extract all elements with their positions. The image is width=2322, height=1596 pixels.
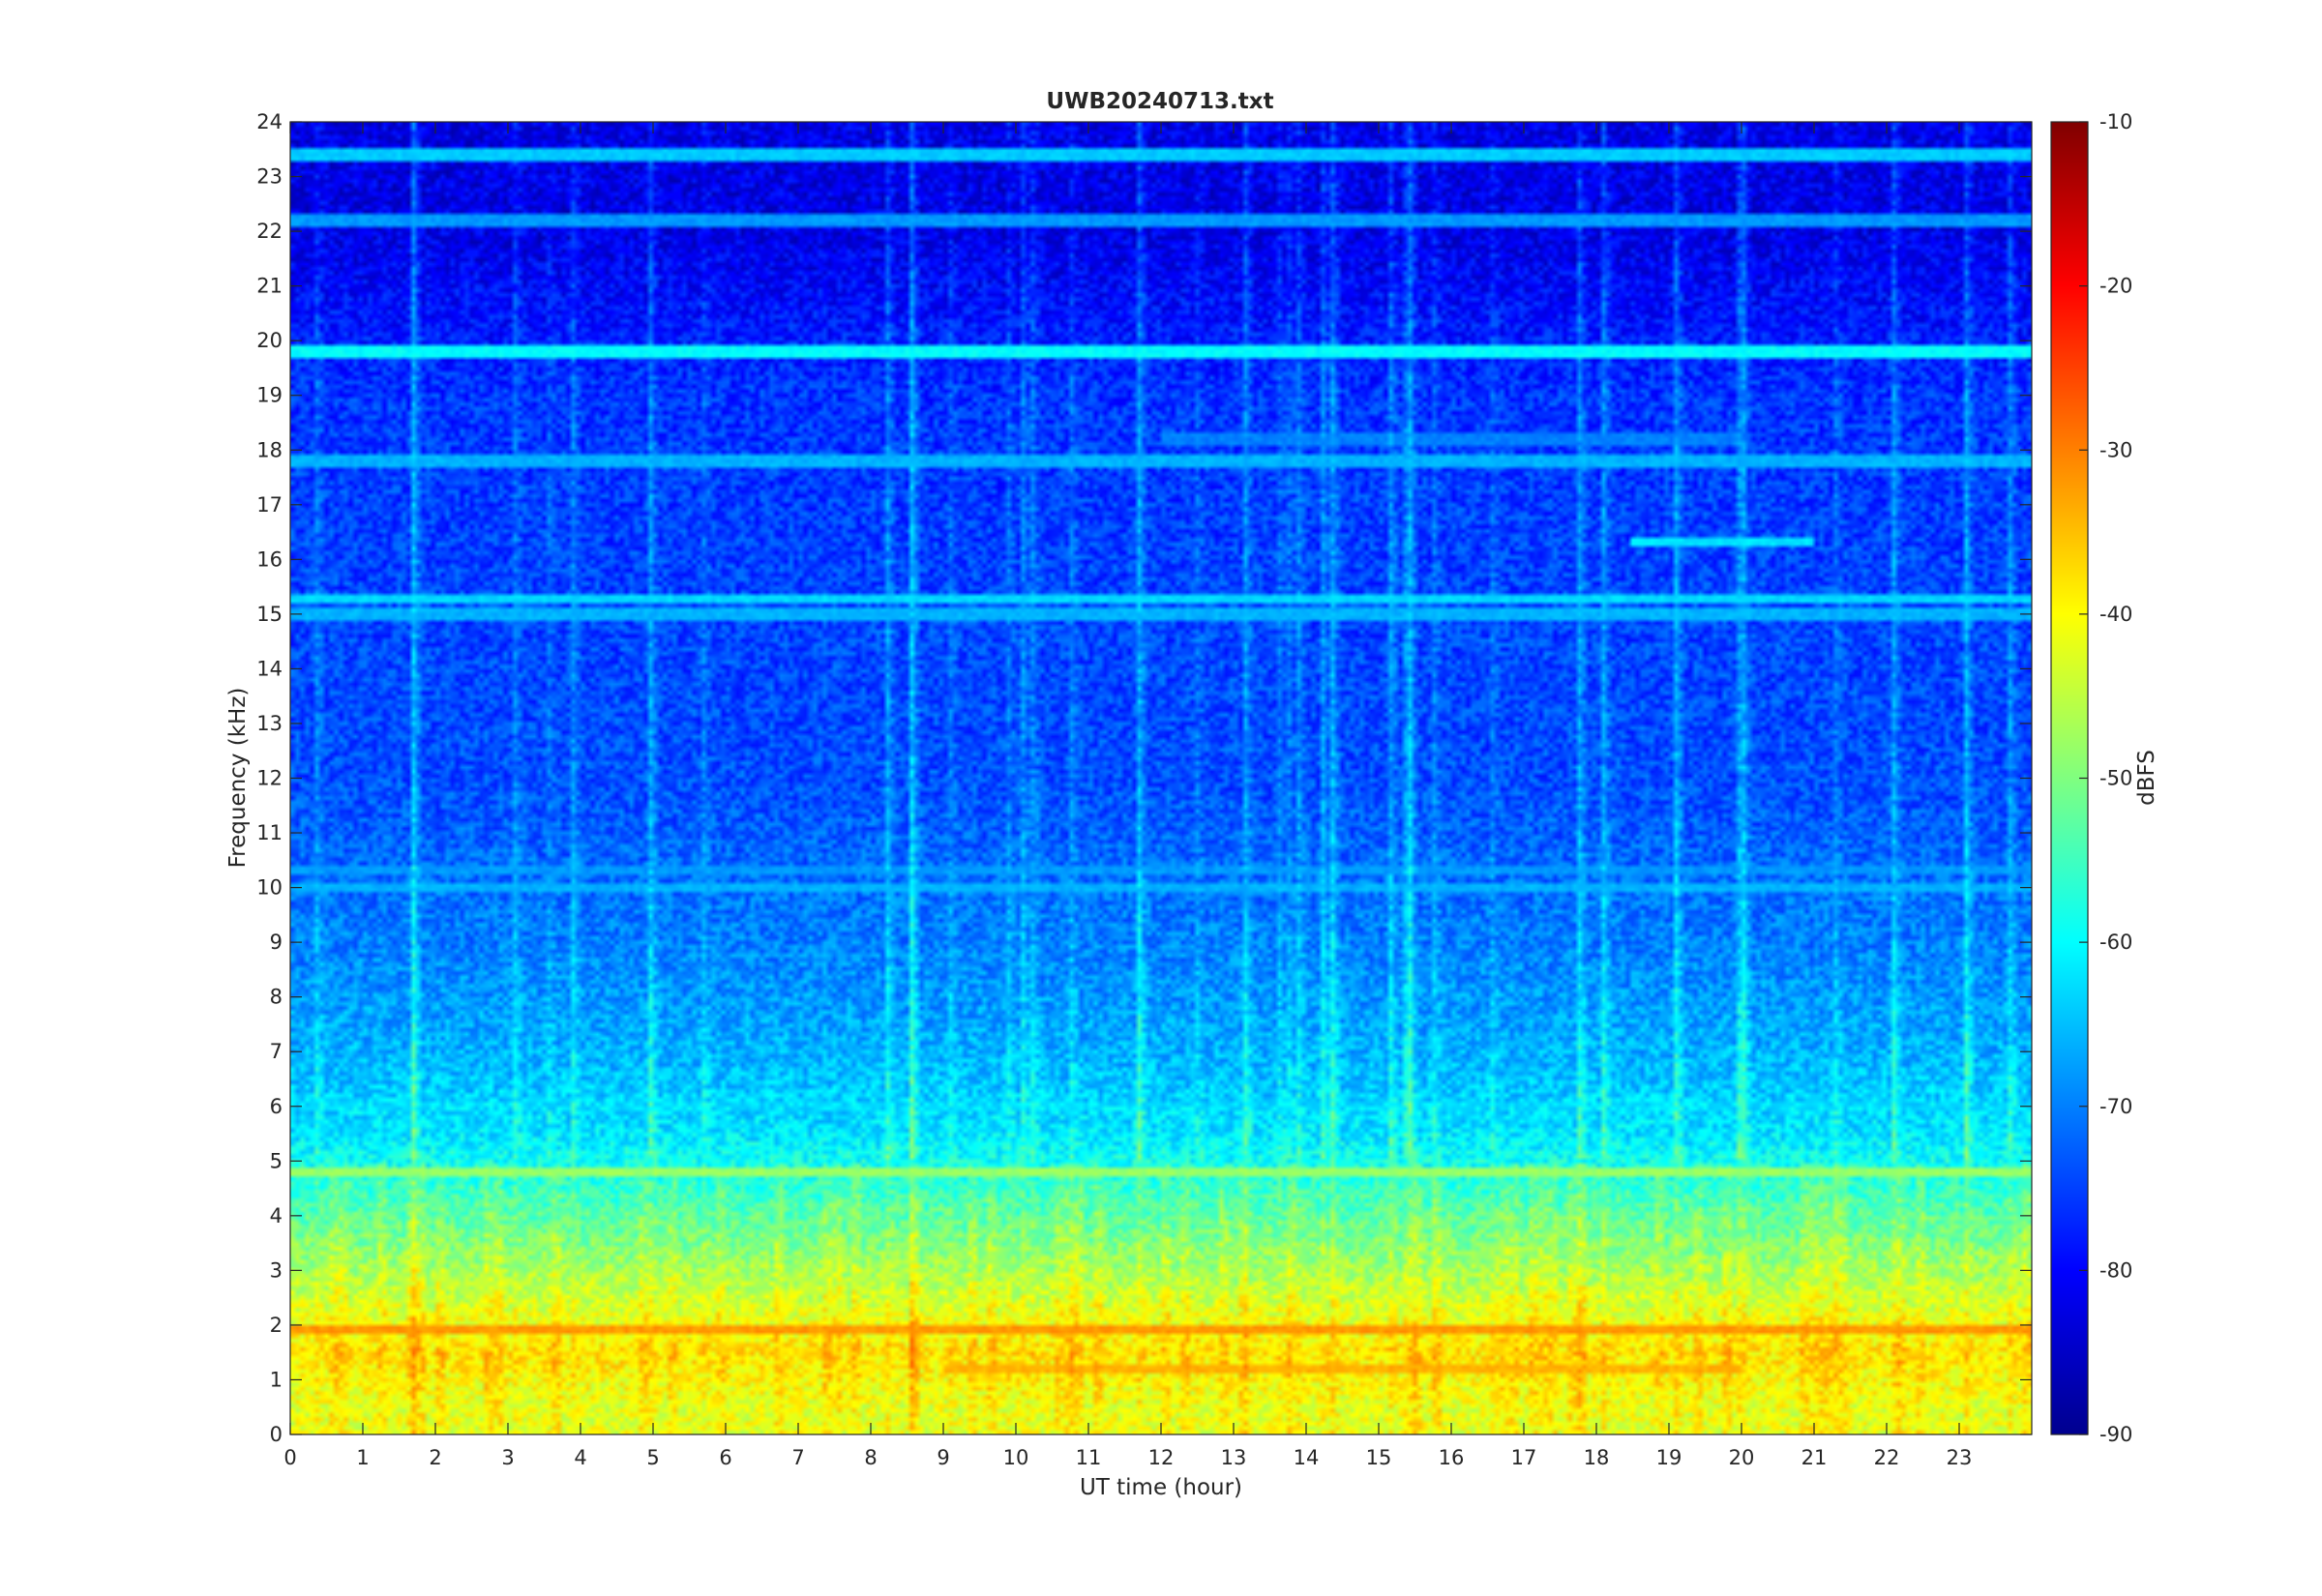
y-tick-label: 13 <box>256 712 283 735</box>
y-tick-label: 22 <box>256 220 283 243</box>
y-tick-label: 20 <box>256 329 283 352</box>
y-tick-label: 10 <box>256 876 283 900</box>
y-tick-label: 17 <box>256 493 283 517</box>
y-tick-label: 7 <box>270 1040 283 1063</box>
y-tick-label: 5 <box>270 1149 283 1172</box>
colorbar-tick-label: -60 <box>2099 931 2132 954</box>
x-tick-label: 0 <box>283 1446 296 1469</box>
x-tick-label: 10 <box>1003 1446 1029 1469</box>
y-tick-label: 15 <box>256 603 283 626</box>
colorbar: -90 -80 -70 -60 -50 -40 -30 -20 -10 dBFS <box>2050 110 2159 1446</box>
x-tick-label: 6 <box>719 1446 731 1469</box>
colorbar-tick-label: -80 <box>2099 1258 2132 1282</box>
y-tick-label: 24 <box>256 110 283 133</box>
x-axis: 0 1 2 3 4 5 6 7 8 9 10 11 12 13 14 15 16 17 18 19 20 21 22 23 <box>283 122 1972 1469</box>
colorbar-label: dBFS <box>2134 750 2159 806</box>
x-tick-label: 4 <box>574 1446 586 1469</box>
x-tick-label: 13 <box>1221 1446 1247 1469</box>
y-tick-label: 18 <box>256 438 283 461</box>
colorbar-tick-label: -10 <box>2099 110 2132 133</box>
x-tick-label: 22 <box>1874 1446 1900 1469</box>
y-tick-label: 9 <box>270 931 283 954</box>
x-axis-label: UT time (hour) <box>1080 1475 1242 1500</box>
x-tick-label: 20 <box>1729 1446 1755 1469</box>
y-tick-label: 2 <box>270 1314 283 1337</box>
x-tick-label: 18 <box>1584 1446 1610 1469</box>
colorbar-ticks: -90 -80 -70 -60 -50 -40 -30 -20 -10 <box>2079 110 2132 1446</box>
colorbar-tick-label: -70 <box>2099 1095 2132 1118</box>
x-tick-label: 14 <box>1294 1446 1320 1469</box>
y-tick-label: 1 <box>270 1368 283 1391</box>
spectrogram-heatmap <box>290 122 2032 1434</box>
y-tick-label: 3 <box>270 1258 283 1282</box>
x-tick-label: 23 <box>1947 1446 1973 1469</box>
x-tick-label: 12 <box>1148 1446 1175 1469</box>
y-tick-label: 8 <box>270 986 283 1009</box>
plot-area <box>289 121 2033 1435</box>
y-tick-label: 0 <box>270 1423 283 1446</box>
x-tick-label: 1 <box>356 1446 369 1469</box>
y-tick-label: 16 <box>256 547 283 571</box>
y-tick-label: 11 <box>256 821 283 844</box>
y-tick-label: 21 <box>256 275 283 298</box>
y-tick-label: 12 <box>256 767 283 790</box>
x-tick-label: 16 <box>1439 1446 1465 1469</box>
x-tick-label: 19 <box>1656 1446 1682 1469</box>
heatmap-raster <box>290 122 2032 1434</box>
x-tick-label: 11 <box>1076 1446 1102 1469</box>
y-tick-label: 14 <box>256 657 283 680</box>
colorbar-tick-label: -30 <box>2099 438 2132 461</box>
y-tick-label: 19 <box>256 384 283 407</box>
x-tick-label: 8 <box>864 1446 877 1469</box>
y-axis-label: Frequency (kHz) <box>225 688 251 869</box>
x-tick-label: 15 <box>1366 1446 1392 1469</box>
x-tick-label: 21 <box>1801 1446 1828 1469</box>
x-tick-label: 5 <box>646 1446 659 1469</box>
y-tick-label: 4 <box>270 1204 283 1227</box>
y-tick-label: 23 <box>256 165 283 189</box>
x-tick-label: 3 <box>501 1446 514 1469</box>
y-tick-label: 6 <box>270 1095 283 1118</box>
colorbar-tick-label: -90 <box>2099 1423 2132 1446</box>
colorbar-tick-label: -20 <box>2099 275 2132 298</box>
x-tick-label: 2 <box>429 1446 441 1469</box>
colorbar-tick-label: -50 <box>2099 767 2132 790</box>
chart-title: UWB20240713.txt <box>1046 89 1273 114</box>
x-tick-label: 9 <box>937 1446 949 1469</box>
colorbar-tick-label: -40 <box>2099 603 2132 626</box>
x-tick-label: 7 <box>791 1446 804 1469</box>
x-tick-label: 17 <box>1511 1446 1537 1469</box>
